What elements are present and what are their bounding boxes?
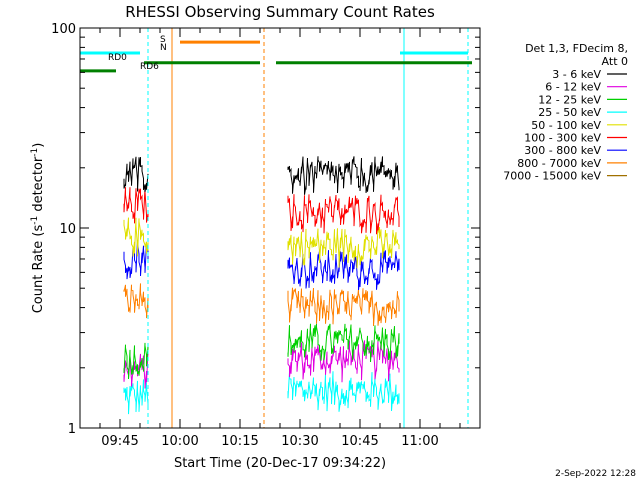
legend-label-6: 300 - 800 keV [524, 144, 601, 157]
x-tick-label-1: 10:00 [161, 434, 198, 449]
footer-timestamp: 2-Sep-2022 12:28 [555, 469, 636, 479]
series-0-segment-1 [287, 156, 400, 195]
series-7-segment-0 [123, 283, 149, 319]
legend-label-7: 800 - 7000 keV [517, 157, 601, 170]
x-tick-label-2: 10:15 [221, 434, 258, 449]
legend-label-5: 100 - 300 keV [524, 132, 601, 145]
x-tick-label-5: 11:00 [401, 434, 438, 449]
x-axis-label: Start Time (20-Dec-17 09:34:22) [174, 456, 386, 471]
y-tick-label-2: 100 [51, 22, 76, 37]
y-tick-label-0: 1 [68, 422, 76, 437]
flag-label-0: S [160, 35, 166, 45]
flag-label-2: RD0 [108, 53, 127, 63]
series-6-segment-0 [123, 240, 149, 280]
series-6-segment-1 [287, 249, 400, 291]
flag-bars: SN RD0 RD6 [80, 35, 472, 73]
legend-label-8: 7000 - 15000 keV [503, 170, 601, 183]
series-3-segment-1 [287, 371, 400, 412]
legend-label-4: 50 - 100 keV [531, 119, 601, 132]
x-tick-label-3: 10:30 [281, 434, 318, 449]
flag-label-1: N [160, 43, 167, 53]
series-5-segment-0 [123, 187, 149, 224]
series-0-segment-0 [123, 156, 149, 192]
x-tick-label-4: 10:45 [341, 434, 378, 449]
series-5-segment-1 [287, 194, 400, 235]
series-2-segment-0 [123, 342, 149, 380]
legend-header-line-0: Det 1,3, FDecim 8, [525, 42, 628, 55]
legend-label-2: 12 - 25 keV [538, 93, 601, 106]
series-7-segment-1 [287, 287, 400, 327]
series-1-segment-1 [287, 339, 400, 383]
legend-label-3: 25 - 50 keV [538, 106, 601, 119]
legend-label-1: 6 - 12 keV [545, 81, 601, 94]
x-tick-label-0: 09:45 [101, 434, 138, 449]
legend-label-0: 3 - 6 keV [552, 68, 601, 81]
series-2-segment-1 [287, 323, 400, 363]
flag-label-3: RD6 [140, 62, 159, 72]
y-tick-label-1: 10 [59, 222, 76, 237]
chart-title: RHESSI Observing Summary Count Rates [125, 3, 435, 21]
y-axis-label: Count Rate (s-1 detector-1) [30, 143, 46, 314]
axes: 1 10 100 09:45 10:00 10:15 10:30 10:45 11:00 [51, 22, 481, 449]
plot-data-layer [123, 156, 400, 415]
legend-header-line-1: Att 0 [602, 55, 628, 68]
series-3-segment-0 [123, 379, 149, 415]
series-4-segment-1 [287, 226, 400, 269]
series-4-segment-0 [123, 217, 149, 257]
